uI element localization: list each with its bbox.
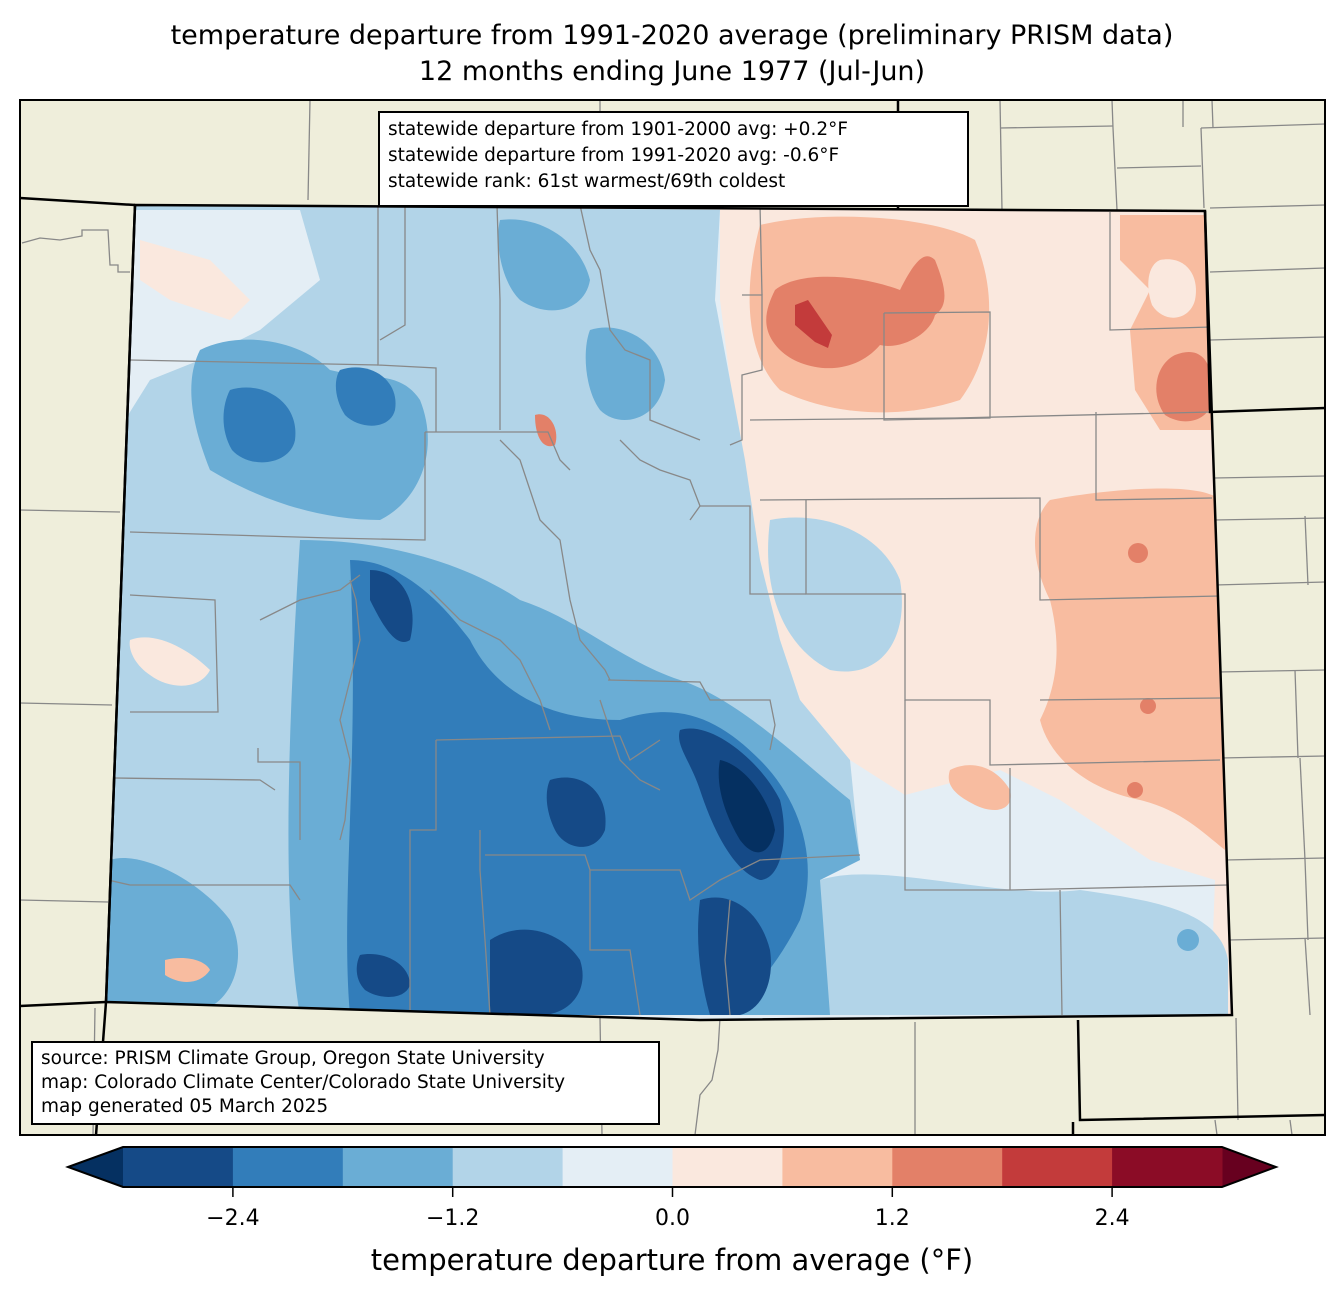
contour-cool-11 <box>490 929 583 1015</box>
statewide-stats-box: statewide departure from 1901-2000 avg: … <box>378 111 969 207</box>
colorbar-tick-label: 0.0 <box>655 1206 690 1231</box>
colorbar-under-arrow <box>68 1147 123 1187</box>
temperature-anomaly-field <box>106 205 1232 1020</box>
contour-cool-4 <box>335 367 396 426</box>
credits-line-2: map: Colorado Climate Center/Colorado St… <box>41 1072 566 1093</box>
contour-warm-11 <box>1127 782 1143 798</box>
credits-line-3: map generated 05 March 2025 <box>41 1096 329 1117</box>
colorbar <box>65 1146 1279 1197</box>
stats-line-1: statewide departure from 1901-2000 avg: … <box>388 119 848 140</box>
contour-warm-w <box>129 637 210 686</box>
colorbar-segment <box>1002 1147 1113 1187</box>
colorbar-segment <box>232 1147 344 1187</box>
contour-cool-12 <box>356 954 410 997</box>
chart-title-line-1: temperature departure from 1991-2020 ave… <box>170 20 1174 51</box>
colorbar-tick-label: 2.4 <box>1094 1206 1130 1231</box>
colorbar-segment <box>892 1147 1003 1187</box>
contour-cool-plains-2 <box>820 874 1228 1015</box>
contour-warm-6 <box>1148 259 1196 318</box>
colorbar-outline <box>65 1146 1279 1188</box>
border-az-nm <box>19 1000 107 1008</box>
contour-warm-10 <box>1140 698 1156 714</box>
colorbar-tick-label: −1.2 <box>425 1206 480 1231</box>
colorbar-segment <box>782 1147 893 1187</box>
contour-cool-10 <box>718 760 775 853</box>
contour-warm-3 <box>766 256 945 369</box>
contour-warm-7 <box>1156 352 1213 422</box>
contour-warm-sw <box>165 958 210 982</box>
border-ok-tx <box>1076 1019 1326 1122</box>
border-ne-ks <box>1203 210 1326 414</box>
contour-warm-nw <box>140 240 250 320</box>
contour-cool-8 <box>546 777 606 847</box>
map-frame <box>19 99 1326 1136</box>
colorbar-segment <box>123 1147 234 1187</box>
chart-title-line-2: 12 months ending June 1977 (Jul-Jun) <box>418 56 926 87</box>
credits-box: source: PRISM Climate Group, Oregon Stat… <box>31 1041 660 1125</box>
colorbar-over-arrow <box>1222 1147 1276 1187</box>
contour-warm-9 <box>1128 543 1148 563</box>
contour-cool-3 <box>223 387 296 463</box>
contour-cool-15 <box>585 327 665 420</box>
colorado-county-lines <box>107 205 1229 1016</box>
stats-line-3: statewide rank: 61st warmest/69th coldes… <box>388 171 786 192</box>
border-wy-ut <box>19 196 136 207</box>
colorbar-segment <box>342 1147 454 1187</box>
colorbar-label: temperature departure from average (°F) <box>370 1243 974 1277</box>
credits-line-1: source: PRISM Climate Group, Oregon Stat… <box>41 1048 545 1069</box>
colorbar-segment <box>672 1147 783 1187</box>
contour-cool-plains-3 <box>1177 929 1199 951</box>
colorbar-segment <box>452 1147 564 1187</box>
colorbar-tick-label: −2.4 <box>206 1206 260 1231</box>
colorbar-segment <box>1112 1147 1223 1187</box>
contour-warm-4 <box>795 300 832 348</box>
contour-cool-7 <box>370 570 413 642</box>
colorbar-tick-label: 1.2 <box>874 1206 910 1231</box>
contour-cool-13 <box>698 897 771 1015</box>
contour-warm-8 <box>1035 488 1225 850</box>
contour-warm-12 <box>948 765 1011 810</box>
stats-line-2: statewide departure from 1991-2020 avg: … <box>388 145 840 166</box>
colorbar-segment <box>562 1147 673 1187</box>
contour-cool-16 <box>498 219 590 311</box>
